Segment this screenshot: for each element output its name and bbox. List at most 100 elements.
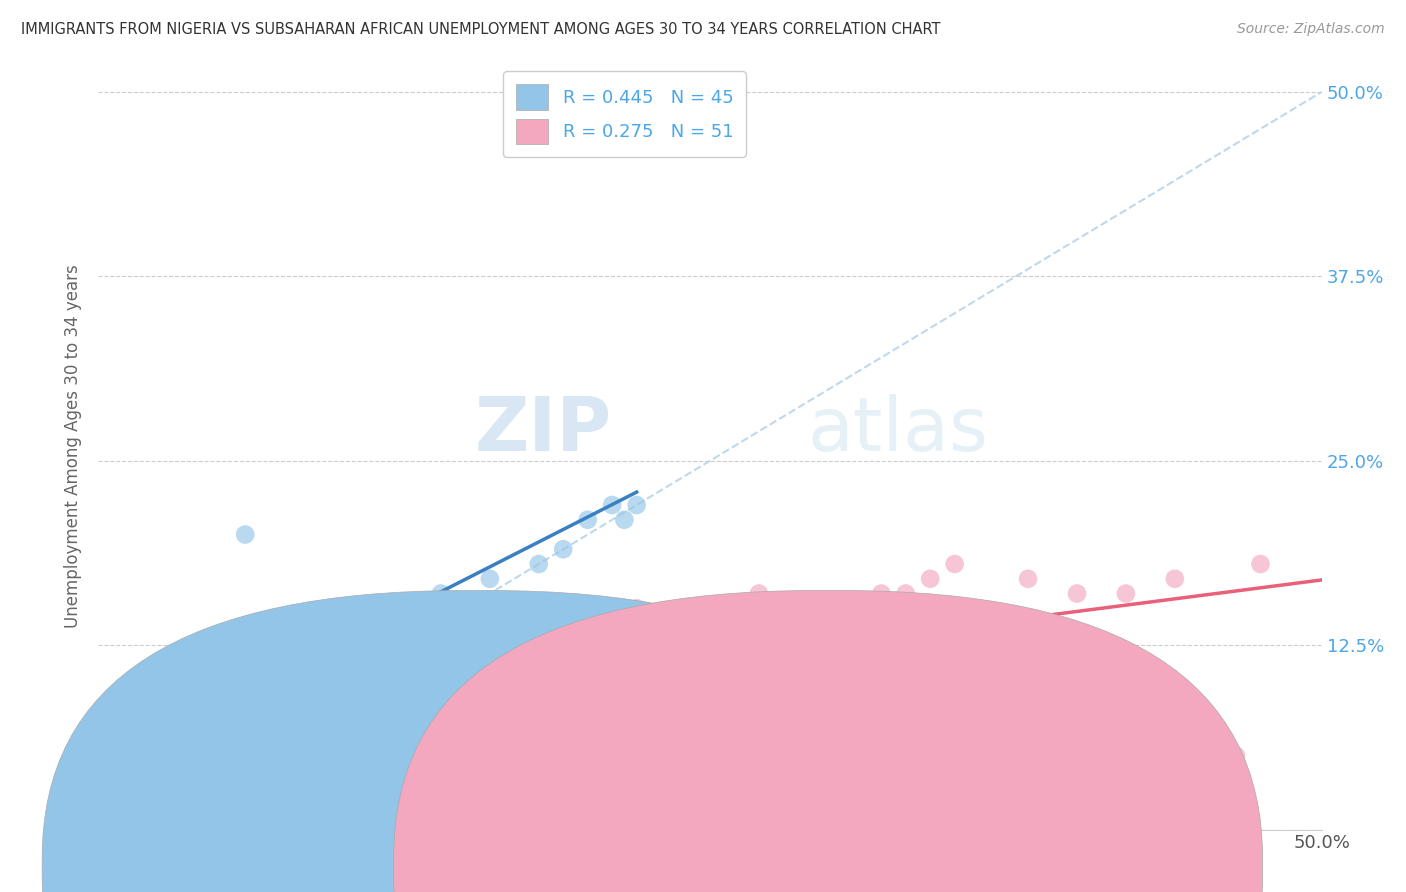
Point xyxy=(576,646,599,660)
Point xyxy=(110,778,132,792)
Point xyxy=(233,527,256,541)
Point xyxy=(332,631,354,645)
Point xyxy=(430,586,453,600)
Point xyxy=(107,764,129,778)
Text: ZIP: ZIP xyxy=(475,394,612,467)
Point xyxy=(405,690,427,704)
Point xyxy=(209,705,232,719)
Point xyxy=(141,719,163,733)
Point xyxy=(553,542,575,557)
Point xyxy=(748,586,770,600)
Point xyxy=(1201,764,1223,778)
Point xyxy=(356,615,378,630)
Point xyxy=(613,513,636,527)
Point xyxy=(1066,586,1088,600)
Point xyxy=(91,793,114,807)
Point xyxy=(332,705,354,719)
Point xyxy=(553,631,575,645)
Point xyxy=(94,778,117,792)
Point xyxy=(104,764,127,778)
Point xyxy=(101,778,124,792)
Legend: R = 0.445   N = 45, R = 0.275   N = 51: R = 0.445 N = 45, R = 0.275 N = 51 xyxy=(503,71,747,157)
Text: Source: ZipAtlas.com: Source: ZipAtlas.com xyxy=(1237,22,1385,37)
Point xyxy=(1249,557,1271,571)
Point xyxy=(176,690,198,704)
Point xyxy=(186,719,208,733)
Point xyxy=(233,764,256,778)
Point xyxy=(156,705,179,719)
Point xyxy=(124,748,146,763)
Point xyxy=(136,734,159,748)
Point xyxy=(100,764,122,778)
Point xyxy=(381,675,404,690)
Point xyxy=(650,615,672,630)
Point xyxy=(197,690,219,704)
Point xyxy=(259,719,281,733)
Point xyxy=(356,690,378,704)
Point xyxy=(186,705,208,719)
Point xyxy=(527,646,550,660)
Point xyxy=(430,675,453,690)
Point xyxy=(101,748,124,763)
Point xyxy=(107,748,129,763)
Point xyxy=(772,748,794,763)
Point xyxy=(308,631,330,645)
Point xyxy=(478,572,501,586)
Point xyxy=(1017,572,1039,586)
Point xyxy=(259,660,281,674)
Point xyxy=(167,705,190,719)
Point xyxy=(222,675,245,690)
Text: Immigrants from Nigeria          Sub-Saharan Africans: Immigrants from Nigeria Sub-Saharan Afri… xyxy=(481,856,925,874)
Point xyxy=(894,586,917,600)
Point xyxy=(209,675,232,690)
Point xyxy=(136,719,159,733)
Point xyxy=(129,764,152,778)
Point xyxy=(97,793,120,807)
Point xyxy=(675,660,697,674)
Point xyxy=(97,764,120,778)
Point xyxy=(943,557,966,571)
Text: IMMIGRANTS FROM NIGERIA VS SUBSAHARAN AFRICAN UNEMPLOYMENT AMONG AGES 30 TO 34 Y: IMMIGRANTS FROM NIGERIA VS SUBSAHARAN AF… xyxy=(21,22,941,37)
Text: atlas: atlas xyxy=(808,394,988,467)
Point xyxy=(111,764,134,778)
Point xyxy=(723,615,745,630)
Point xyxy=(160,719,183,733)
Point xyxy=(150,719,173,733)
Point xyxy=(1115,586,1137,600)
Point xyxy=(146,734,169,748)
Point xyxy=(121,734,143,748)
Point xyxy=(117,764,139,778)
Point xyxy=(283,705,305,719)
Y-axis label: Unemployment Among Ages 30 to 34 years: Unemployment Among Ages 30 to 34 years xyxy=(65,264,83,628)
Point xyxy=(283,646,305,660)
Point xyxy=(127,734,149,748)
Point xyxy=(131,734,153,748)
Point xyxy=(1164,572,1187,586)
Point xyxy=(600,631,623,645)
Point xyxy=(308,690,330,704)
Point xyxy=(454,660,477,674)
Point xyxy=(134,748,156,763)
Point xyxy=(503,660,526,674)
Point xyxy=(967,705,990,719)
Point xyxy=(111,748,134,763)
Point xyxy=(1225,748,1247,763)
Point xyxy=(626,601,648,615)
Point xyxy=(124,748,146,763)
Point xyxy=(160,719,183,733)
Point xyxy=(381,601,404,615)
Point xyxy=(131,734,153,748)
Point xyxy=(149,734,172,748)
Point xyxy=(920,572,942,586)
Point xyxy=(527,557,550,571)
Point xyxy=(120,748,142,763)
Point xyxy=(699,601,721,615)
Point xyxy=(117,734,139,748)
Point xyxy=(91,778,114,792)
Point xyxy=(478,675,501,690)
Point xyxy=(870,586,893,600)
Point xyxy=(576,513,599,527)
Point xyxy=(845,601,868,615)
Point xyxy=(626,498,648,512)
Point xyxy=(173,734,195,748)
